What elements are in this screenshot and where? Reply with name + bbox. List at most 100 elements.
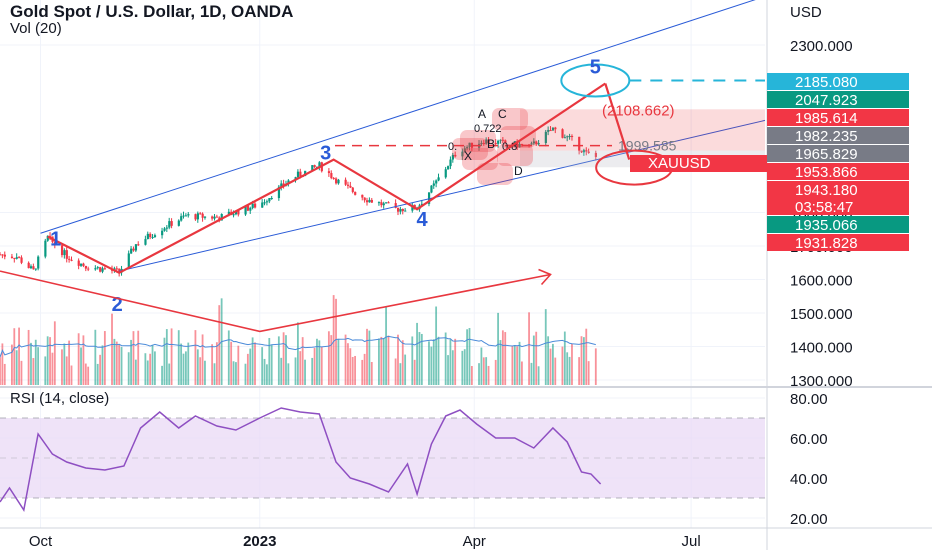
price-tag[interactable]: 1935.066: [767, 216, 909, 234]
volume-bar: [420, 333, 423, 385]
time-axis[interactable]: Oct 2023 Apr Jul: [29, 533, 701, 550]
candle: [168, 221, 171, 228]
volume-bar: [187, 342, 190, 385]
volume-bar: [218, 305, 221, 385]
candle: [84, 265, 87, 269]
candle: [404, 210, 407, 212]
volume-bar: [80, 347, 82, 385]
volume-bar: [549, 348, 552, 385]
volume-bar: [96, 363, 99, 385]
volume-bar: [68, 340, 71, 385]
volume-bar: [87, 366, 90, 385]
volume-bar: [404, 354, 407, 385]
candle: [187, 214, 190, 216]
elliott-wave-path[interactable]: [47, 82, 606, 275]
volume-bar: [301, 337, 304, 385]
candle: [130, 248, 133, 254]
price-tag[interactable]: 2047.923: [767, 91, 909, 109]
price-tag[interactable]: 1985.614: [767, 109, 909, 127]
candle: [232, 214, 235, 216]
harmonic-pattern-shape[interactable]: [452, 138, 488, 160]
volume-bar: [51, 352, 54, 385]
candle: [311, 165, 314, 171]
rsi-line-path: [0, 407, 602, 512]
price-tag[interactable]: 1953.866: [767, 163, 909, 181]
candle: [246, 205, 250, 211]
price-tag[interactable]: 1982.235: [767, 127, 909, 145]
volume-bar: [118, 344, 121, 385]
volume-bar: [296, 322, 299, 385]
volume-bar: [244, 363, 247, 385]
volume-bar: [27, 329, 30, 385]
volume-bar: [111, 313, 113, 385]
candle: [461, 151, 464, 157]
volume-bar: [530, 362, 533, 385]
candle: [585, 150, 588, 152]
candle: [49, 235, 52, 237]
volume-bar: [84, 363, 87, 385]
volume-bar: [335, 298, 337, 385]
harmonic-pattern-shape[interactable]: [460, 130, 496, 152]
harmonic-pattern-shape[interactable]: [492, 108, 528, 130]
candle: [244, 205, 247, 215]
position-stop-zone[interactable]: [520, 109, 765, 151]
rsi-indicator-label[interactable]: RSI (14, close): [10, 390, 110, 407]
volume-bar: [385, 306, 387, 385]
volume-bar: [544, 309, 547, 385]
volume-bar: [249, 348, 252, 385]
price-axis[interactable]: USD1300.0001400.0001500.0001600.0001700.…: [630, 4, 909, 528]
candle: [578, 136, 581, 151]
volume-bar: [99, 354, 101, 385]
volume-trend-arrow[interactable]: [0, 270, 551, 333]
candle: [518, 143, 521, 148]
candle: [449, 159, 452, 167]
candle: [165, 227, 169, 229]
wave-label: 3: [320, 143, 331, 165]
volume-bar: [211, 344, 214, 385]
harmonic-pattern-shape[interactable]: [500, 126, 536, 148]
volume-bar: [199, 357, 202, 385]
candle: [587, 151, 590, 153]
volume-bar: [34, 339, 37, 385]
price-tag-box: [767, 109, 909, 126]
candle: [432, 183, 435, 186]
volume-bar: [528, 312, 530, 385]
price-tag[interactable]: 1931.828: [767, 234, 909, 252]
volume-bar: [94, 329, 97, 385]
price-tag[interactable]: 2185.080: [767, 73, 909, 91]
symbol-tag[interactable]: XAUUSD: [630, 155, 767, 172]
volume-bar: [516, 346, 519, 385]
volume-bar: [232, 361, 235, 385]
candle: [32, 266, 35, 270]
volume-bar: [330, 335, 333, 385]
harmonic-pattern-shape[interactable]: [462, 148, 498, 170]
channel-lower-line[interactable]: [119, 119, 766, 272]
volume-bar: [151, 344, 154, 385]
candle: [568, 135, 571, 137]
candle: [1, 254, 4, 256]
candle: [468, 142, 471, 147]
candle: [80, 263, 83, 266]
candle: [501, 139, 505, 141]
volume-bar: [337, 338, 340, 385]
channel-upper-line[interactable]: [40, 0, 765, 234]
price-tag-value: 1965.829: [795, 146, 858, 163]
harmonic-pattern-shape[interactable]: [477, 163, 513, 185]
candle: [549, 130, 552, 132]
volume-bar: [144, 353, 147, 385]
candle: [215, 216, 219, 218]
volume-bar: [184, 351, 187, 385]
candle: [497, 140, 500, 144]
volume-bar: [270, 345, 273, 385]
time-tick-label: Oct: [29, 533, 53, 550]
volume-indicator-label[interactable]: Vol (20): [10, 20, 62, 37]
volume-bar: [378, 338, 380, 385]
volume-bar: [413, 359, 416, 385]
volume-bar: [449, 339, 452, 385]
price-tag[interactable]: 1965.829: [767, 145, 909, 163]
candle: [146, 233, 149, 240]
rsi-tick-label: 20.00: [790, 511, 828, 528]
